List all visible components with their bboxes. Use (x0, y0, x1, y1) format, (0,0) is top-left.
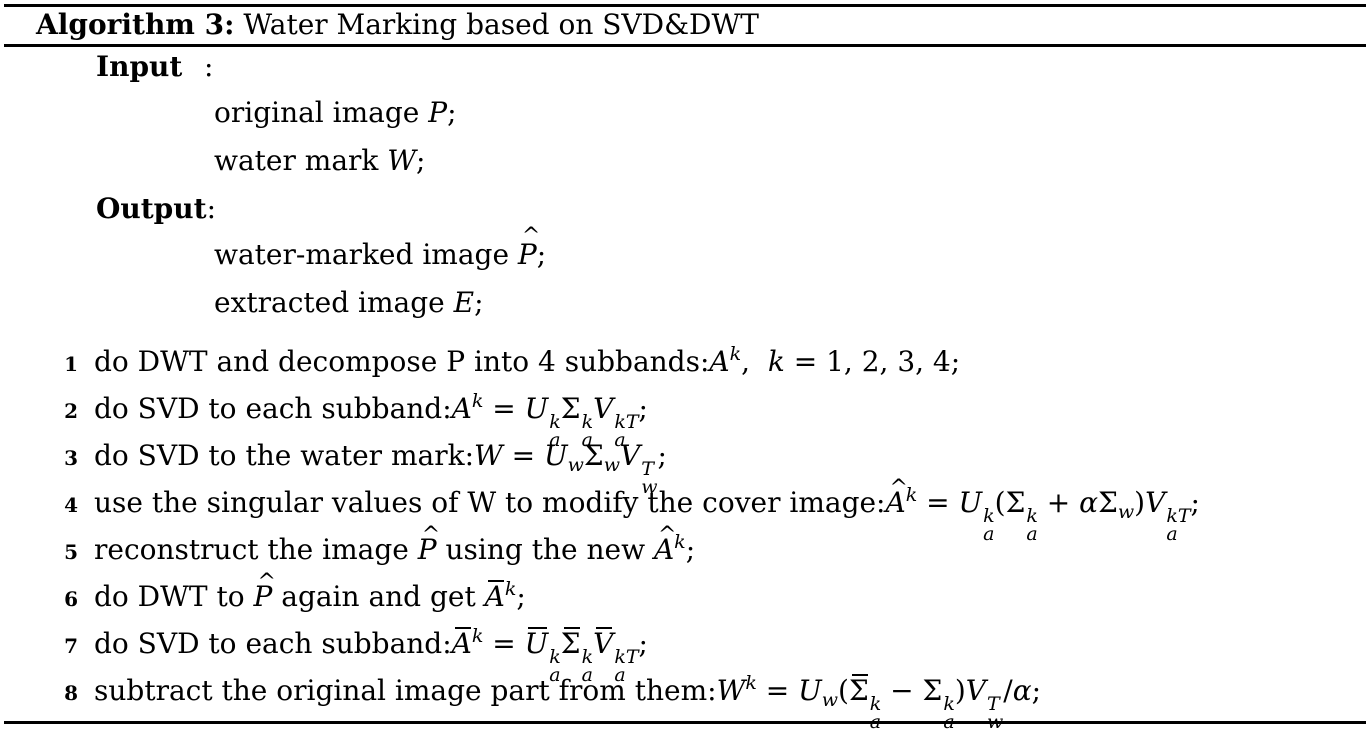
output-item-extracted-image: extracted image E; (214, 286, 484, 319)
top-rule (4, 4, 1366, 7)
caption-rule (4, 44, 1366, 47)
input-item-water-mark: water mark W; (214, 144, 426, 177)
input-item-original-image: original image P; (214, 96, 457, 129)
caption-title: Water Marking based on SVD&DWT (243, 8, 759, 41)
input-heading: Input (96, 50, 183, 83)
caption-label: Algorithm 3: (36, 8, 235, 41)
bottom-rule (4, 721, 1366, 724)
output-item-water-marked-image: water-marked image P; (214, 224, 546, 271)
output-heading: Output: (96, 192, 216, 225)
algorithm-caption: Algorithm 3: Water Marking based on SVD&… (36, 8, 759, 42)
input-colon: : (204, 50, 214, 83)
